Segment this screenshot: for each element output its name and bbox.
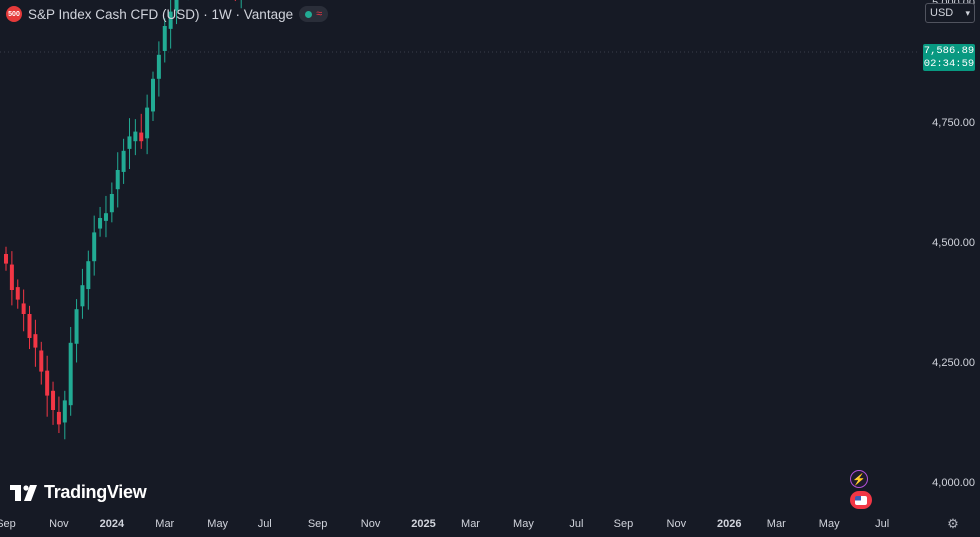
time-tick-label: Jul — [875, 518, 889, 530]
time-tick-label: Mar — [767, 518, 786, 530]
time-tick-label: Sep — [0, 518, 16, 530]
candle-body — [109, 194, 114, 213]
time-tick-label: Nov — [361, 518, 381, 530]
time-tick-label: 2025 — [411, 518, 435, 530]
candle-body — [145, 107, 150, 139]
time-tick-label: Jul — [258, 518, 272, 530]
price-tick-label: 4,250.00 — [932, 357, 975, 369]
last-price-value: 7,586.89 — [923, 45, 975, 57]
price-axis: 4,000.004,250.004,500.004,750.005,000.00… — [932, 0, 975, 489]
candle-body — [80, 285, 85, 307]
candle-body — [127, 136, 132, 149]
last-price-tag: 7,586.89 02:34:59 — [923, 44, 975, 71]
data-delay-icon: ≈ — [316, 8, 323, 20]
brand-name: TradingView — [44, 482, 147, 502]
candle-body — [156, 54, 161, 79]
price-tick-label: 4,750.00 — [932, 117, 975, 129]
tradingview-logo-icon — [10, 484, 37, 501]
candle-body — [4, 254, 8, 264]
candle-body — [68, 342, 73, 406]
us-flag-event-icon[interactable] — [850, 491, 872, 509]
time-axis: Sep Nov 2024 Mar May Jul Sep Nov 2025 Mar May Jul Se… — [0, 518, 889, 530]
tradingview-logo[interactable]: TradingView — [10, 482, 147, 503]
time-tick-label: 2024 — [100, 518, 125, 530]
chart-header: 500 S&P Index Cash CFD (USD) · 1W · Vant… — [6, 5, 329, 23]
price-tick-label: 4,000.00 — [932, 477, 975, 489]
candle-body — [56, 411, 61, 425]
candle-body — [51, 390, 56, 410]
candle-body — [151, 78, 155, 112]
candle-body — [9, 264, 14, 290]
time-tick-label: 2026 — [717, 518, 741, 530]
time-tick-label: Sep — [614, 518, 634, 530]
gear-icon[interactable]: ⚙ — [947, 516, 959, 531]
candle-body — [86, 261, 91, 290]
candle-body — [39, 350, 44, 372]
time-tick-label: Sep — [308, 518, 328, 530]
candle-body — [45, 370, 50, 396]
candle-body — [174, 0, 179, 11]
market-open-icon — [305, 10, 313, 18]
currency-label: USD — [930, 7, 954, 19]
candle-body — [15, 287, 20, 300]
time-tick-label: May — [513, 518, 534, 530]
symbol-icon: 500 — [6, 6, 22, 22]
lightning-icon[interactable]: ⚡ — [850, 470, 868, 488]
price-tick-label: 4,500.00 — [932, 237, 975, 249]
candle-body — [168, 11, 173, 29]
candle-body — [103, 213, 108, 221]
currency-select[interactable]: USD ▾ — [925, 3, 975, 23]
candle-body — [21, 303, 26, 314]
candle-body — [33, 334, 38, 348]
bar-countdown: 02:34:59 — [923, 57, 975, 70]
candle-body — [74, 309, 79, 344]
market-status[interactable]: ≈ — [299, 6, 329, 22]
candle-body — [92, 232, 97, 262]
time-tick-label: Nov — [49, 518, 69, 530]
candle-body — [133, 131, 138, 142]
candle-body — [98, 218, 103, 229]
time-tick-label: Mar — [155, 518, 174, 530]
symbol-title[interactable]: S&P Index Cash CFD (USD) · 1W · Vantage — [28, 6, 294, 22]
time-tick-label: Jul — [569, 518, 583, 530]
candle-body — [115, 170, 120, 190]
candle-body — [121, 150, 126, 172]
time-tick-label: Mar — [461, 518, 480, 530]
time-tick-label: May — [207, 518, 228, 530]
chevron-down-icon: ▾ — [965, 7, 970, 18]
candle-body — [162, 26, 167, 51]
candle-body — [139, 132, 144, 142]
candles-group — [4, 0, 242, 440]
time-tick-label: Nov — [667, 518, 687, 530]
candle-body — [62, 400, 67, 423]
time-tick-label: May — [819, 518, 840, 530]
candle-body — [27, 314, 32, 338]
